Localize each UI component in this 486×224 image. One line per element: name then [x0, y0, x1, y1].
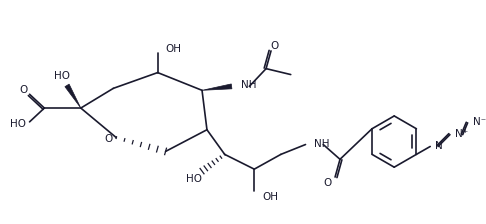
- Text: HO: HO: [54, 71, 70, 81]
- Text: N⁻: N⁻: [472, 117, 486, 127]
- Text: O: O: [271, 41, 279, 51]
- Text: N: N: [435, 140, 443, 151]
- Text: O: O: [104, 134, 113, 144]
- Text: HO: HO: [186, 174, 202, 184]
- Text: O: O: [19, 85, 28, 95]
- Polygon shape: [202, 84, 232, 90]
- Text: NH: NH: [242, 80, 257, 90]
- Text: N⁺: N⁺: [455, 129, 468, 139]
- Text: O: O: [323, 178, 331, 188]
- Text: NH: NH: [314, 138, 330, 149]
- Text: OH: OH: [166, 44, 182, 54]
- Text: OH: OH: [262, 192, 278, 202]
- Polygon shape: [65, 84, 81, 108]
- Text: HO: HO: [10, 119, 26, 129]
